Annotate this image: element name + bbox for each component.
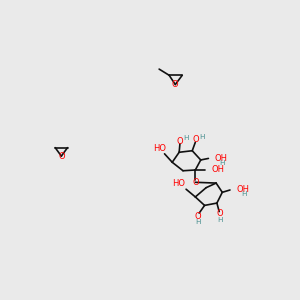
Text: OH: OH [214,154,228,163]
Text: O: O [193,135,200,144]
Text: OH: OH [212,166,224,175]
Text: H: H [183,135,189,141]
Text: H: H [241,191,247,197]
Text: O: O [172,80,178,89]
Text: O: O [217,209,223,218]
Text: OH: OH [236,185,249,194]
Text: O: O [194,212,201,221]
Text: H: H [220,160,225,166]
Text: H: H [217,217,223,223]
Text: O: O [177,137,183,146]
Text: HO: HO [172,179,185,188]
Text: H: H [200,134,205,140]
Text: O: O [58,152,65,160]
Text: H: H [195,219,200,225]
Text: O: O [192,178,199,187]
Text: HO: HO [153,144,167,153]
